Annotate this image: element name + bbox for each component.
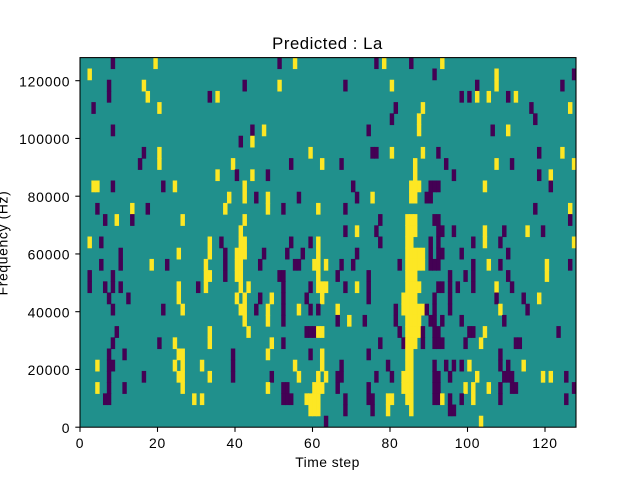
- svg-text:60: 60: [304, 435, 321, 451]
- svg-text:120: 120: [532, 435, 558, 451]
- svg-text:40: 40: [226, 435, 243, 451]
- svg-text:100000: 100000: [19, 131, 70, 147]
- svg-text:Predicted : La: Predicted : La: [272, 34, 383, 53]
- svg-text:Frequency (Hz): Frequency (Hz): [0, 191, 11, 296]
- svg-text:80000: 80000: [28, 189, 71, 205]
- svg-text:Time step: Time step: [295, 454, 360, 470]
- svg-text:60000: 60000: [28, 247, 71, 263]
- svg-text:20: 20: [149, 435, 166, 451]
- svg-text:0: 0: [76, 435, 85, 451]
- svg-text:120000: 120000: [19, 73, 70, 89]
- svg-text:40000: 40000: [28, 304, 71, 320]
- svg-text:0: 0: [62, 420, 71, 436]
- svg-text:100: 100: [455, 435, 481, 451]
- svg-text:80: 80: [381, 435, 398, 451]
- svg-text:20000: 20000: [28, 362, 71, 378]
